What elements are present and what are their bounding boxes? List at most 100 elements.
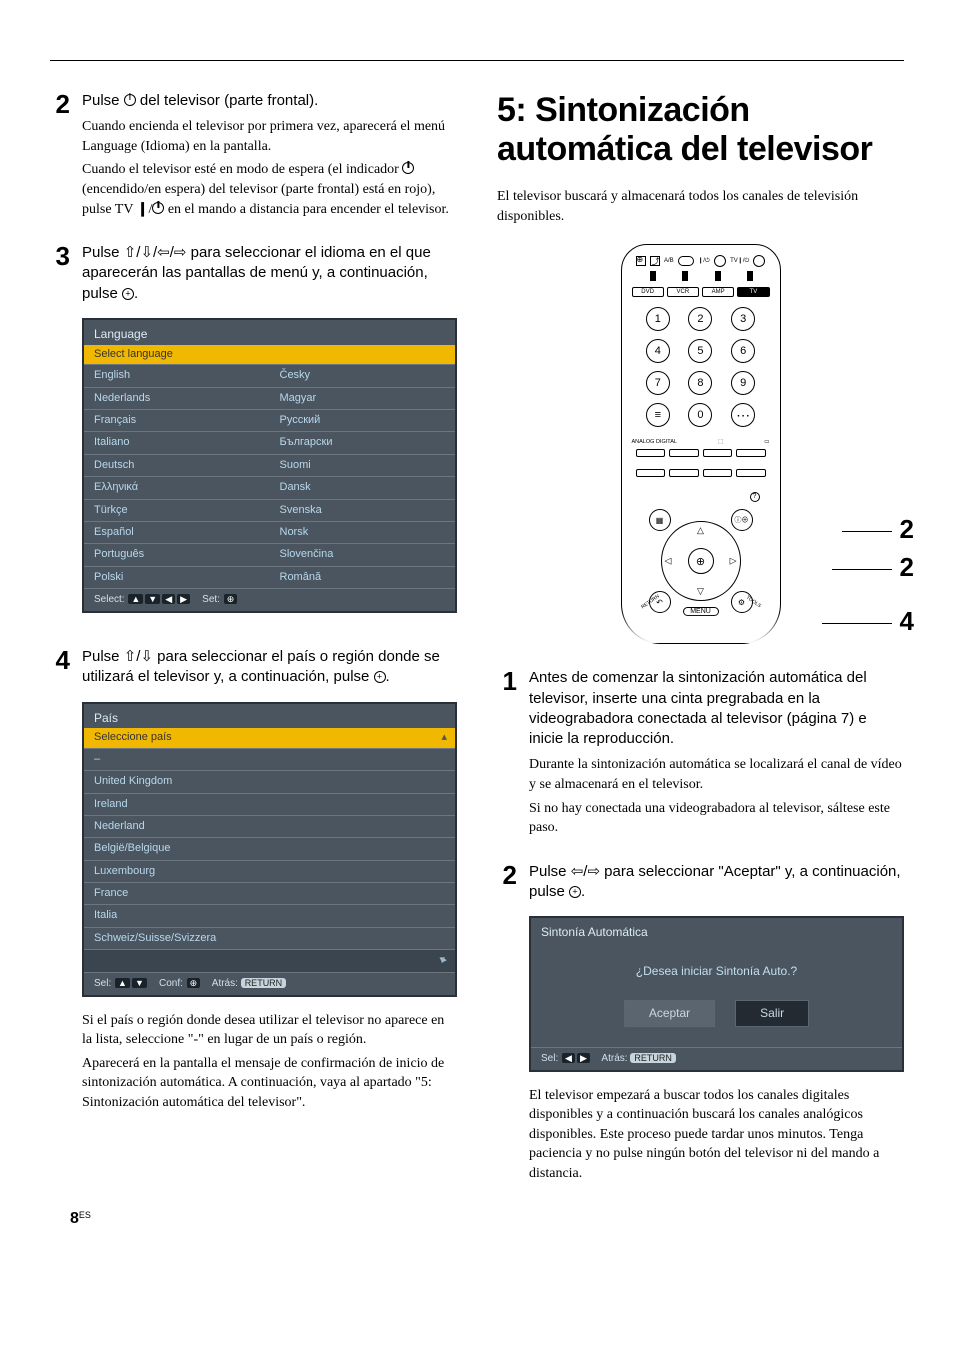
btn [703,449,733,457]
led-icon [650,271,656,281]
callout-2a: 2 [842,514,914,545]
country-item: Ireland [84,793,455,815]
left-icon: ◀ [562,1053,575,1063]
up-icon: ▲ [128,594,143,604]
numpad: 1 2 3 4 5 6 7 8 9 ≡ 0 [632,297,770,437]
right-column: 5: Sintonización automática del televiso… [497,91,904,1208]
text: ANALOG DIGITAL [632,439,677,445]
language-row: PolskiRomână [84,566,455,588]
button-row-a [632,445,770,461]
step-text: Durante la sintonización automática se l… [529,755,904,837]
btn [636,449,666,457]
btn [669,449,699,457]
step-text: El televisor empezará a buscar todos los… [529,1086,904,1184]
step-body: Pulse ⇧/⇩ para seleccionar el país o reg… [82,647,457,1117]
label: Atrás: [212,978,238,989]
left-column: 2 Pulse del televisor (parte frontal). C… [50,91,457,1208]
tvio-label: TV❙/⏻ [730,257,749,265]
osd-title: País [84,704,455,729]
right-icon: ▶ [577,1053,590,1063]
num-6: 6 [731,339,755,363]
page-number: 8ES [70,1210,91,1228]
arrows-icon: ⇧/⇩ [124,648,153,665]
enter-icon [122,288,134,300]
src-vcr: VCR [667,287,699,297]
country-list: –United KingdomIrelandNederlandBelgië/Be… [84,748,455,972]
language-cell: English [84,365,270,387]
text: . [386,668,390,685]
language-cell: Česky [270,365,456,387]
wide-icon: ⬚ [718,439,723,445]
step-number: 4 [50,647,70,1117]
country-item: – [84,748,455,770]
language-cell: Norsk [270,521,456,543]
power-button [714,255,726,267]
return-badge: RETURN [630,1053,676,1063]
btn [636,469,666,477]
num-5: 5 [688,339,712,363]
num-1: 1 [646,307,670,331]
osd-title: Language [84,320,455,345]
language-row: PortuguêsSlovenčina [84,544,455,566]
osd-footer: Sel: ◀▶ Atrás: RETURN [531,1047,902,1070]
osd-language: Language Select language EnglishČeskyNed… [82,318,457,613]
right-arrow-icon: ▷ [730,556,737,567]
up-icon: ▲ [115,978,130,988]
info-button: ⓘ⊕ [731,509,753,531]
src-tv: TV [737,287,769,297]
country-item: United Kingdom [84,770,455,792]
cancel-button: Salir [735,1000,809,1027]
text: Pulse [82,648,124,665]
text: Pulse [82,92,124,109]
text: Pulse [529,863,571,880]
num-3: 3 [731,307,755,331]
language-cell: Română [270,566,456,588]
callout-line [822,623,892,624]
country-item: België/Belgique [84,837,455,859]
down-icon: ▼ [132,978,147,988]
btn [669,469,699,477]
paragraph: Si el país o región donde desea utilizar… [82,1011,457,1050]
guide-button: ▦ [649,509,671,531]
section-intro: El televisor buscará y almacenará todos … [497,187,904,226]
step-lead: Pulse ⇧/⇩ para seleccionar el país o reg… [82,647,457,688]
language-cell: Ελληνικά [84,477,270,499]
country-item: France [84,882,455,904]
step-lead: Antes de comenzar la sintonización autom… [529,668,904,749]
step-2: 2 Pulse del televisor (parte frontal). C… [50,91,457,223]
return-badge: RETURN [241,978,287,988]
arrows-icon: ⇦/⇨ [571,863,600,880]
language-cell: Nederlands [84,387,270,409]
language-cell: Türkçe [84,499,270,521]
language-cell: Svenska [270,499,456,521]
text: del televisor (parte frontal). [136,92,319,109]
power-icon [152,202,164,214]
eject-icon [650,256,660,266]
callout-num: 2 [900,552,914,582]
language-cell: Русский [270,409,456,431]
language-cell: Suomi [270,454,456,476]
language-row: EspañolNorsk [84,521,455,543]
callout-line [832,569,892,570]
callout-line [842,531,892,532]
led-row [632,271,770,281]
callout-num: 2 [900,514,914,544]
power-icon [402,162,414,174]
info-icon: ? [750,492,760,502]
enter-icon [374,671,386,683]
language-cell: Deutsch [84,454,270,476]
step-number: 2 [50,91,70,223]
step-lead: Pulse ⇧/⇩/⇦/⇨ para seleccionar el idioma… [82,243,457,304]
label: Sel: [94,978,111,989]
led-icon [747,271,753,281]
io-label: ❙/⏻ [698,257,709,265]
language-row: EnglishČesky [84,365,455,387]
osd-footer: Sel: ▲▼ Conf: ⊕ Atrás: RETURN [84,972,455,995]
step-number: 3 [50,243,70,627]
language-cell: Slovenčina [270,544,456,566]
down-arrow-icon: ▽ [697,586,704,597]
left-icon: ◀ [162,594,175,604]
callout-num: 4 [900,606,914,636]
top-rule [50,60,904,61]
step-number: 2 [497,862,517,1188]
